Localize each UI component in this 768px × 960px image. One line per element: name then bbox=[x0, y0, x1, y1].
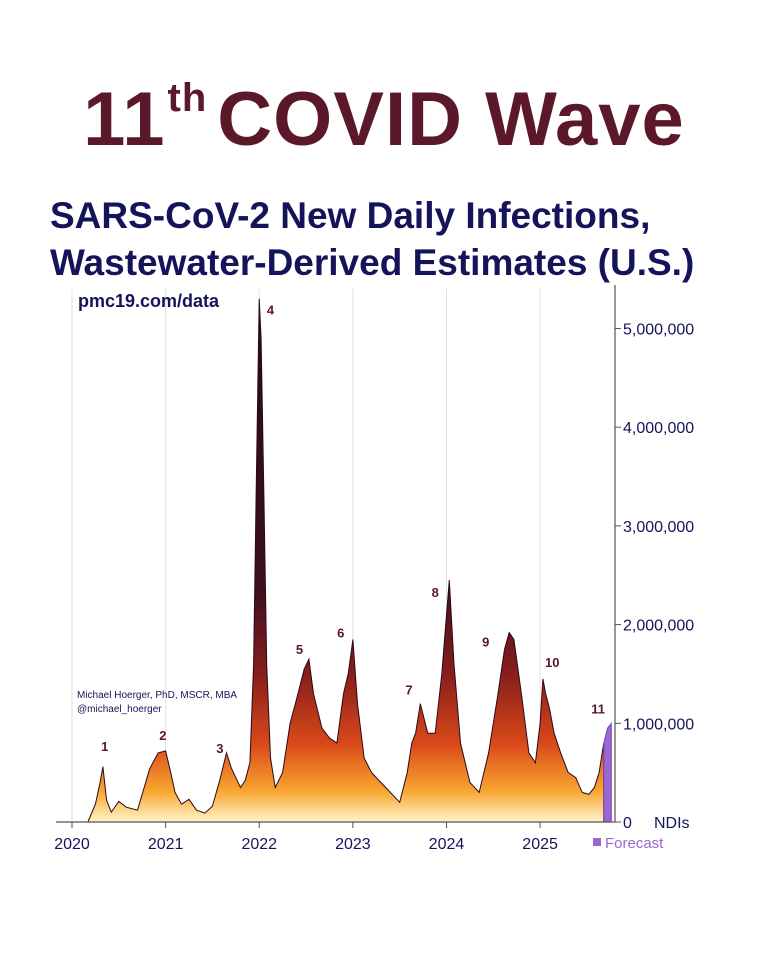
wave-label-2: 2 bbox=[159, 728, 166, 743]
subtitle-line-2: Wastewater-Derived Estimates (U.S.) bbox=[50, 242, 695, 283]
wave-label-5: 5 bbox=[296, 642, 303, 657]
credit-line-1: Michael Hoerger, PhD, MSCR, MBA bbox=[77, 690, 237, 701]
y-tick-label-4: 4,000,000 bbox=[623, 420, 694, 437]
y-tick-label-1: 1,000,000 bbox=[623, 716, 694, 733]
series-forecast bbox=[603, 721, 612, 823]
headline-number: 11 bbox=[83, 77, 166, 162]
y-tick-label-0: 0 bbox=[623, 815, 632, 832]
x-tick-label-2024: 2024 bbox=[429, 836, 465, 853]
wave-label-8: 8 bbox=[432, 585, 439, 600]
wave-label-10: 10 bbox=[545, 655, 559, 670]
y-unit-label: NDIs bbox=[654, 815, 690, 832]
wave-label-7: 7 bbox=[405, 683, 412, 698]
area-layer bbox=[72, 298, 612, 823]
headline-suffix: th bbox=[167, 76, 208, 120]
forecast-legend-label: Forecast bbox=[605, 835, 664, 852]
series-new-daily-infections bbox=[72, 298, 605, 823]
y-tick-label-5: 5,000,000 bbox=[623, 321, 694, 338]
x-tick-label-2023: 2023 bbox=[335, 836, 371, 853]
source-url: pmc19.com/data bbox=[78, 291, 220, 311]
headline: 11th COVID Wave bbox=[0, 78, 768, 158]
chart-subtitle: SARS-CoV-2 New Daily Infections, Wastewa… bbox=[50, 192, 750, 286]
credit-line-2: @michael_hoerger bbox=[77, 704, 162, 715]
wave-label-6: 6 bbox=[337, 625, 344, 640]
x-tick-label-2025: 2025 bbox=[522, 836, 558, 853]
x-tick-label-2021: 2021 bbox=[148, 836, 184, 853]
x-tick-label-2020: 2020 bbox=[54, 836, 90, 853]
label-layer: 1 2 3 4 5 6 7 8 9 10 11 bbox=[101, 303, 605, 756]
y-tick-label-3: 3,000,000 bbox=[623, 519, 694, 536]
x-tick-label-2022: 2022 bbox=[241, 836, 277, 853]
wave-label-4: 4 bbox=[267, 303, 275, 318]
wave-label-3: 3 bbox=[216, 741, 223, 756]
subtitle-line-1: SARS-CoV-2 New Daily Infections, bbox=[50, 195, 651, 236]
wave-label-11: 11 bbox=[591, 701, 605, 716]
y-tick-label-2: 2,000,000 bbox=[623, 618, 694, 635]
headline-text: COVID Wave bbox=[217, 77, 685, 162]
forecast-legend-swatch bbox=[593, 838, 601, 846]
wave-label-1: 1 bbox=[101, 739, 108, 754]
axis-layer: 2020 2021 2022 2023 2024 2025 0 1,000,000 2,000,… bbox=[54, 285, 694, 853]
wave-label-9: 9 bbox=[482, 634, 489, 649]
